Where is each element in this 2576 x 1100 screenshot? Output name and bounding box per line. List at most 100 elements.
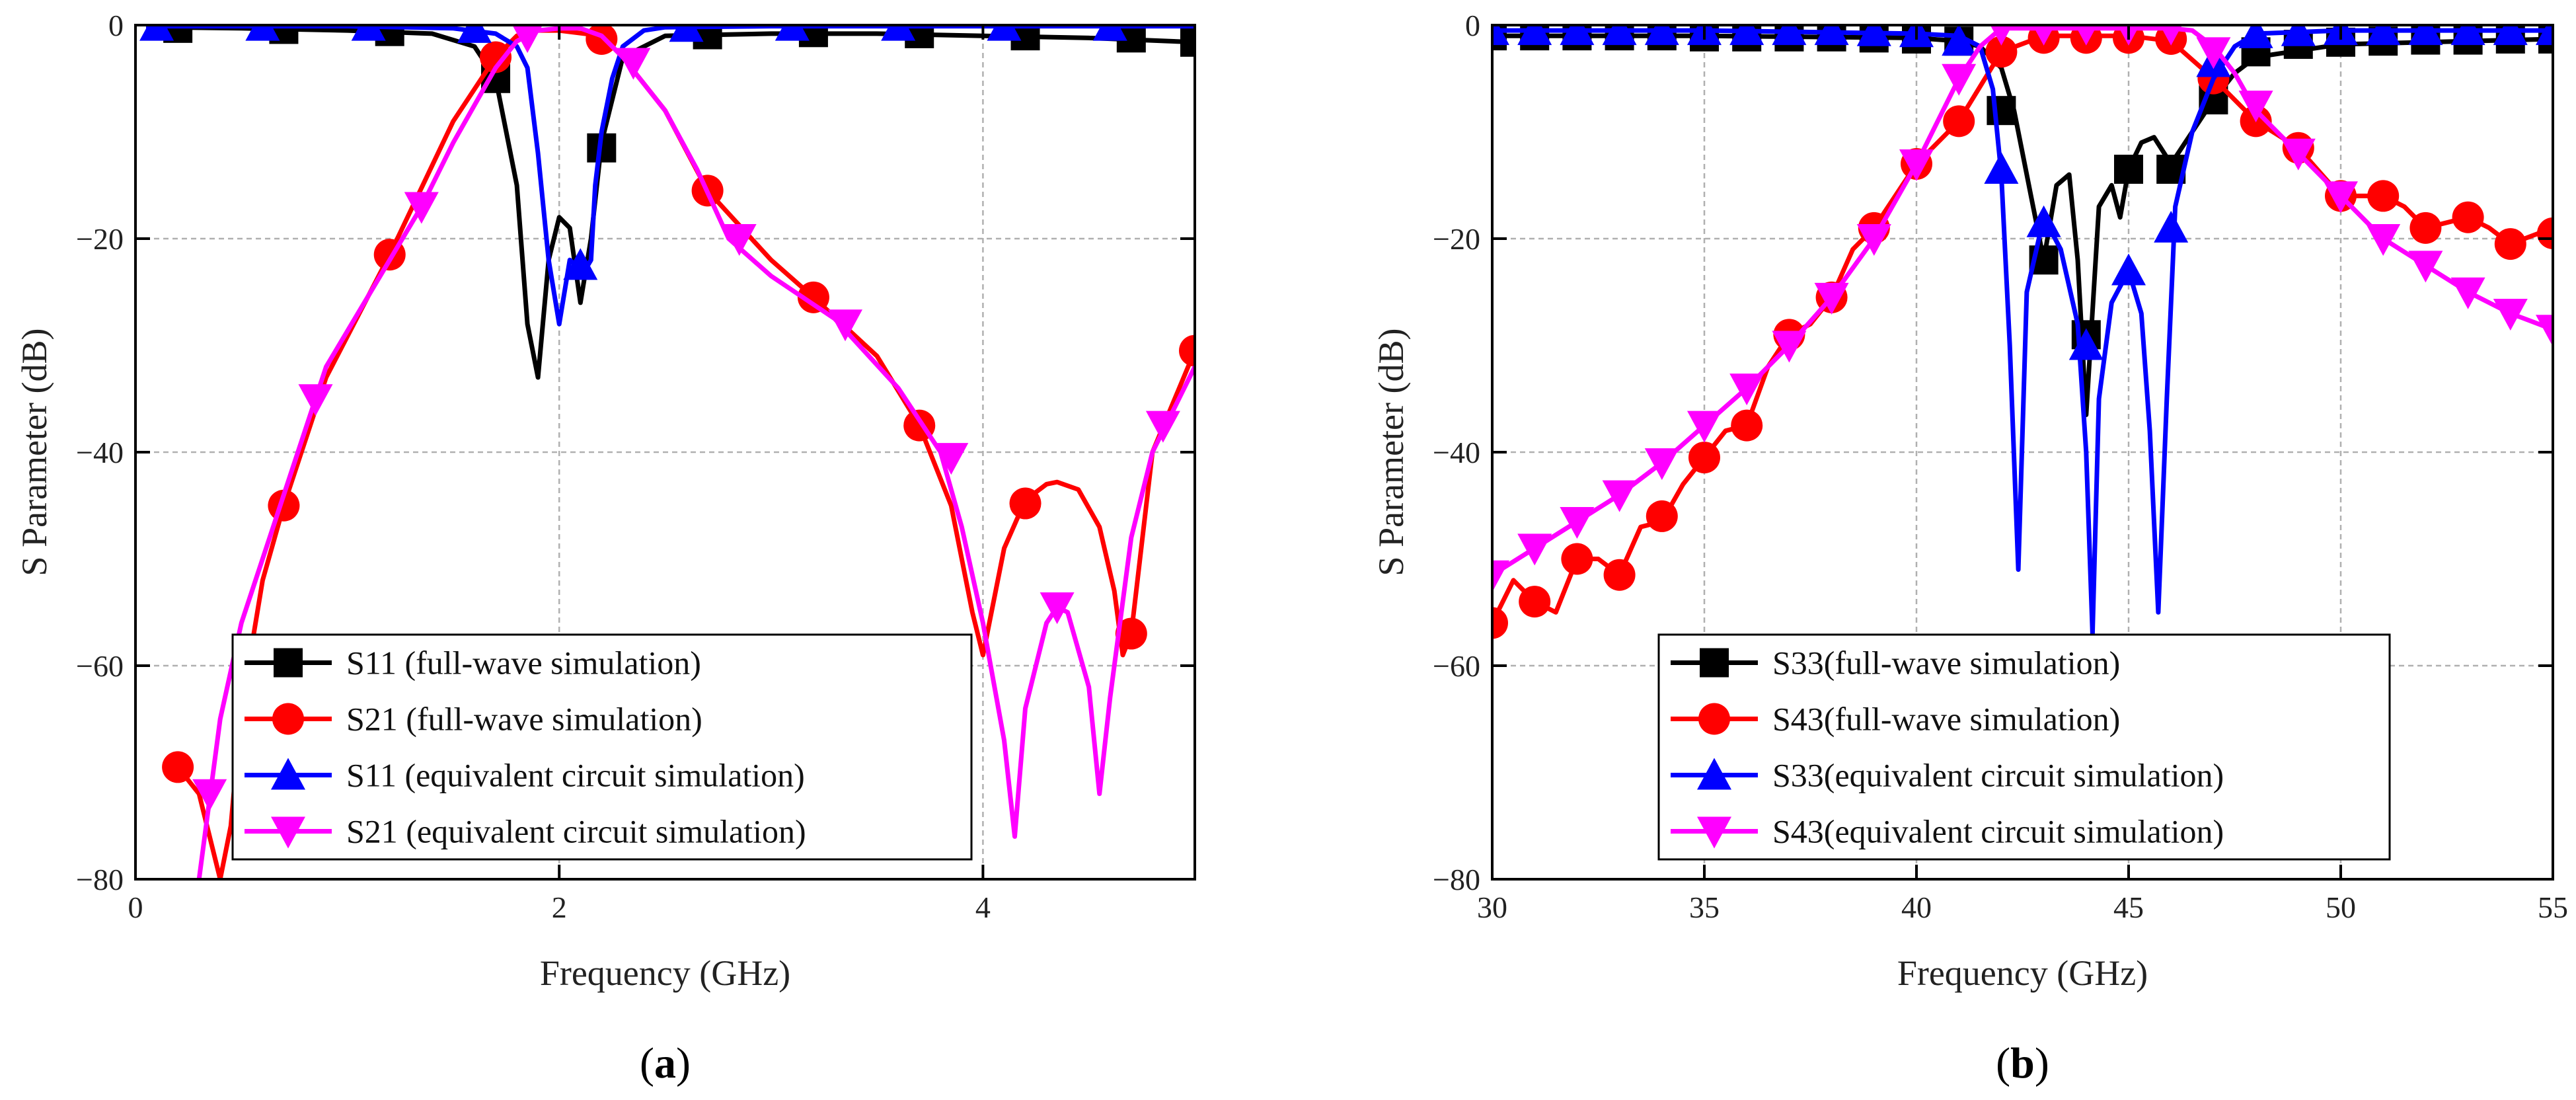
plot-area-b [1492, 25, 2553, 639]
panel-label-letter: b [2010, 1039, 2035, 1087]
legend-swatch-marker [1697, 816, 1731, 849]
data-point-b-3 [1856, 224, 1891, 256]
data-point-b-1 [2409, 212, 2442, 244]
y-axis-title: S Parameter (dB) [15, 329, 54, 576]
y-tick-label: −60 [76, 649, 124, 683]
data-point-b-3 [1560, 506, 1595, 539]
data-point-a-1 [480, 41, 512, 73]
data-point-b-3 [2160, 25, 2182, 46]
data-point-a-2 [245, 25, 280, 41]
data-point-a-2 [563, 248, 598, 280]
data-point-b-2 [2450, 25, 2485, 46]
chart-panel-a: 0 2 4 0 −20 −40 −60 −80 Frequency (GHz) S Paramet… [15, 9, 1196, 1087]
y-tick-label: −20 [1433, 222, 1480, 256]
data-point-a-2 [881, 25, 916, 41]
x-tick-label: 45 [2113, 890, 2144, 924]
legend-swatch-marker [274, 648, 303, 678]
data-point-a-2 [775, 25, 810, 41]
data-point-b-1 [1731, 409, 1763, 442]
data-point-b-2 [1942, 25, 1977, 56]
data-point-a-2 [987, 25, 1022, 41]
legend-box [231, 633, 973, 861]
data-point-b-1 [2537, 217, 2553, 249]
data-point-b-3 [2324, 181, 2358, 214]
data-point-b-2 [1492, 25, 1509, 46]
legend-entry: S11 (equivalent circuit simulation) [346, 757, 805, 794]
legend-swatch-marker [272, 703, 304, 735]
legend-entry: S21 (full-wave simulation) [346, 701, 702, 738]
data-point-b-1 [1492, 607, 1508, 639]
data-point-b-3 [2536, 315, 2553, 347]
data-point-a-1 [1009, 487, 1042, 520]
data-point-b-2 [2366, 25, 2401, 46]
data-point-b-1 [1688, 442, 1720, 474]
legend-entry: S43(full-wave simulation) [1772, 701, 2120, 738]
data-point-b-2 [1729, 25, 1764, 46]
data-point-b-1 [1603, 559, 1636, 591]
data-point-b-3 [1814, 282, 1849, 315]
data-point-a-3 [722, 224, 757, 256]
legend-swatch-marker [1697, 758, 1731, 790]
data-point-b-3 [2075, 25, 2098, 46]
data-point-b-1 [1646, 500, 1678, 532]
data-point-b-3 [1492, 560, 1509, 592]
data-point-b-2 [2281, 25, 2316, 46]
data-point-b-3 [2281, 138, 2316, 171]
legend-swatch-marker [271, 816, 305, 849]
legend-entry: S33(equivalent circuit simulation) [1772, 757, 2224, 794]
data-point-b-3 [2493, 299, 2528, 331]
series-line-a-3 [196, 26, 1195, 879]
x-tick-label: 50 [2326, 890, 2356, 924]
data-point-b-2 [2154, 210, 2189, 243]
data-point-b-3 [2196, 37, 2231, 69]
data-point-b-2 [1772, 25, 1807, 46]
legend-swatch-marker [1698, 703, 1730, 735]
data-point-a-3 [404, 192, 439, 224]
y-tick-label: −40 [1433, 436, 1480, 469]
data-point-b-2 [2068, 328, 2103, 360]
legend-swatch-marker [1700, 648, 1729, 678]
data-point-a-3 [1145, 411, 1180, 443]
data-point-a-3 [298, 384, 333, 416]
y-tick-label: −60 [1433, 649, 1480, 683]
data-point-a-3 [512, 25, 543, 54]
data-point-a-2 [351, 25, 386, 41]
data-point-b-2 [2026, 205, 2061, 237]
data-point-b-2 [1984, 152, 2019, 184]
legend-swatch-marker [271, 758, 305, 790]
ticks-a: 0 2 4 0 −20 −40 −60 −80 [76, 9, 1195, 924]
data-point-b-2 [2493, 25, 2528, 46]
legend-entry: S21 (equivalent circuit simulation) [346, 813, 806, 850]
data-point-a-1 [797, 281, 829, 313]
y-tick-label: −80 [76, 863, 124, 896]
x-axis-title: Frequency (GHz) [1897, 953, 2148, 993]
y-axis-title: S Parameter (dB) [1371, 329, 1411, 576]
data-point-b-3 [2366, 224, 2401, 256]
data-point-b-2 [2111, 253, 2146, 286]
x-axis-title: Frequency (GHz) [540, 953, 790, 993]
data-point-a-0 [1180, 27, 1195, 57]
plot-area-a [139, 25, 1195, 879]
panel-label: (a) [640, 1039, 691, 1087]
data-point-b-1 [2452, 201, 2484, 233]
legend-b: S33(full-wave simulation) S43(full-wave s… [1657, 633, 2391, 861]
data-point-a-1 [1115, 617, 1147, 650]
legend-entry: S33(full-wave simulation) [1772, 645, 2120, 682]
data-point-b-3 [1517, 533, 1552, 566]
x-tick-label: 40 [1901, 890, 1932, 924]
data-point-b-2 [1856, 25, 1891, 46]
data-point-a-3 [828, 309, 863, 342]
data-point-b-1 [1943, 105, 1975, 138]
x-tick-label: 0 [128, 890, 143, 924]
data-point-b-1 [2367, 180, 2400, 212]
data-point-b-3 [2032, 25, 2055, 46]
data-point-b-1 [2494, 228, 2526, 260]
legend-box [1657, 633, 2391, 861]
data-point-b-2 [1602, 25, 1637, 46]
data-point-a-3 [1040, 592, 1075, 625]
x-tick-label: 55 [2538, 890, 2568, 924]
y-tick-label: 0 [1465, 9, 1480, 42]
data-point-a-2 [139, 25, 174, 41]
